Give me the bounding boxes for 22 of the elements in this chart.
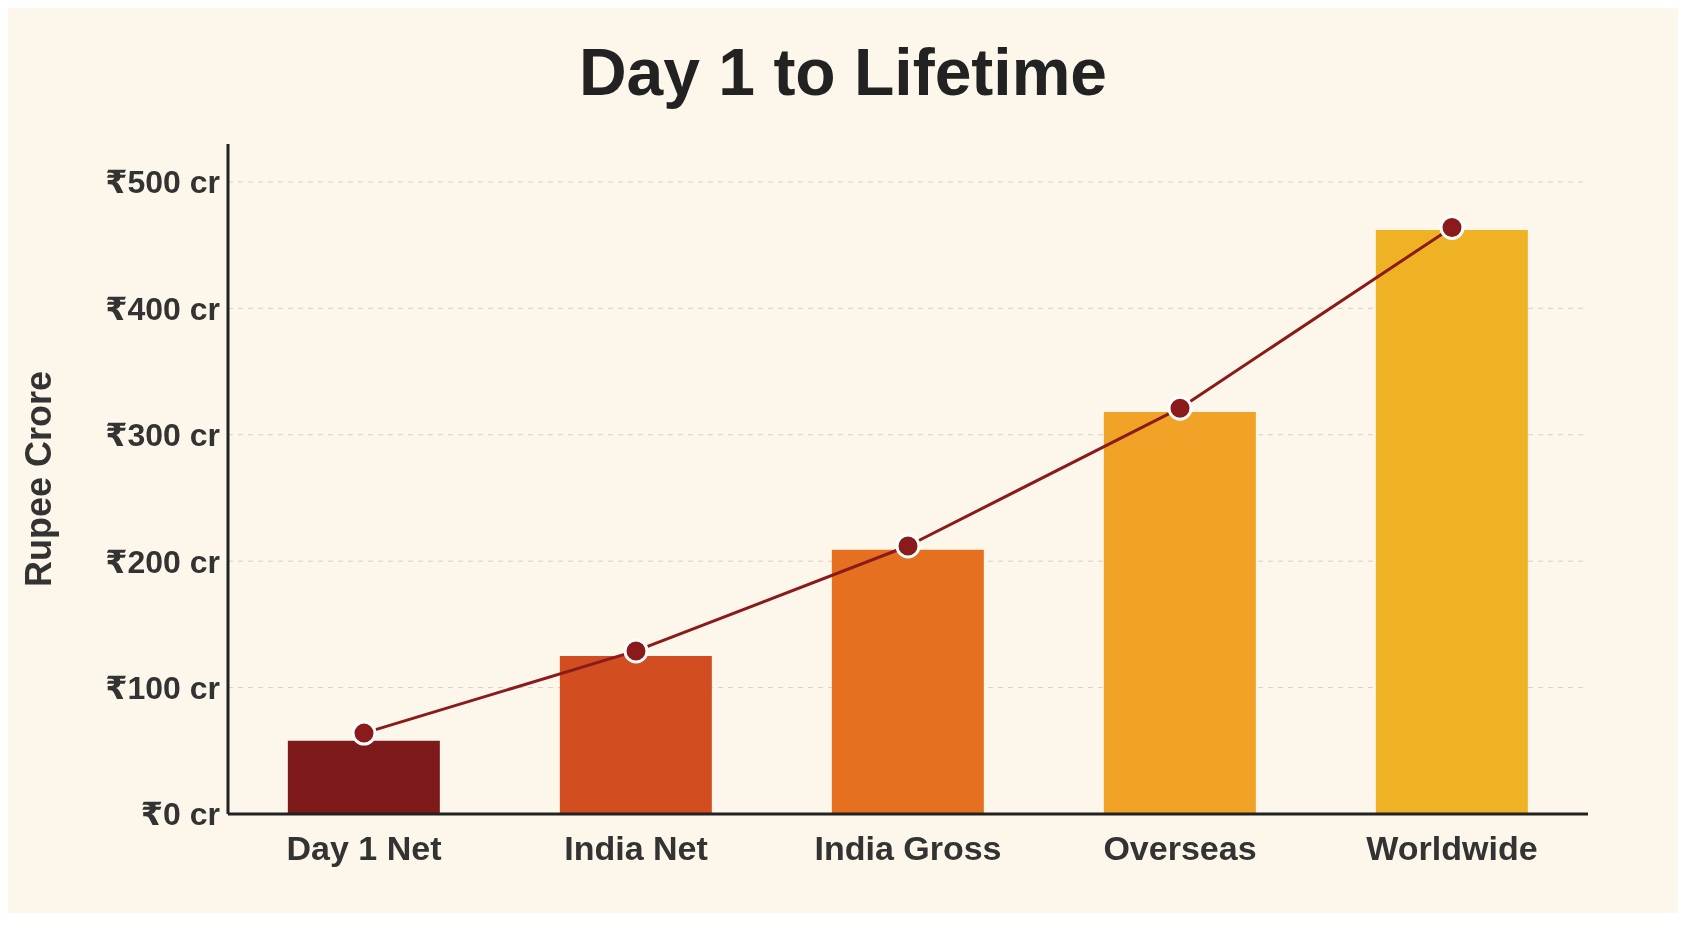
point xyxy=(1439,214,1465,240)
bar xyxy=(1103,412,1256,814)
point xyxy=(1167,395,1193,421)
point xyxy=(351,720,377,746)
y-tick-label: ₹300 cr xyxy=(105,417,220,454)
y-tick-label: ₹400 cr xyxy=(105,290,220,327)
y-axis-title: Rupee Crore xyxy=(17,370,59,588)
y-tick-label: ₹0 cr xyxy=(140,796,220,833)
point xyxy=(623,638,649,664)
x-tick-label: India Net xyxy=(564,829,708,868)
bar xyxy=(1375,229,1528,814)
x-tick-label: Overseas xyxy=(1103,829,1257,868)
x-tick-label: Worldwide xyxy=(1366,829,1538,868)
y-tick-label: ₹100 cr xyxy=(105,669,220,706)
x-tick-label: India Gross xyxy=(814,829,1002,868)
bar xyxy=(559,655,712,814)
point xyxy=(895,533,921,559)
bar xyxy=(831,549,984,814)
y-tick-label: ₹200 cr xyxy=(105,543,220,580)
y-tick-label: ₹500 cr xyxy=(105,164,220,201)
chart-title: Day 1 to Lifetime xyxy=(577,34,1109,111)
x-tick-label: Day 1 Net xyxy=(286,829,442,868)
